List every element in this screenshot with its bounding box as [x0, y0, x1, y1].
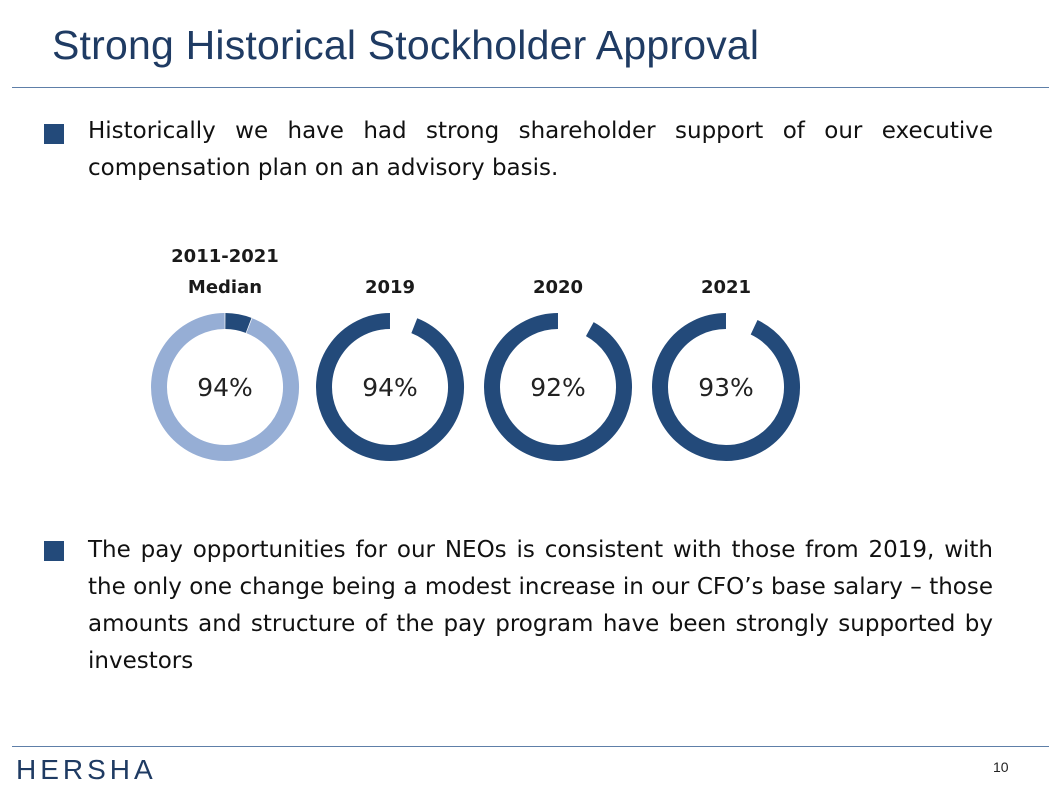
donut-value-slice [484, 313, 632, 461]
donut-category-label: 2020 [533, 277, 583, 298]
approval-donut-chart: 94% 2011-2021 Median 94% 2019 92% 2020 93% 2021 [151, 246, 800, 461]
donut-category-label: 2019 [365, 277, 415, 298]
donut-remainder-slice [224, 313, 252, 333]
square-bullet-icon [44, 124, 64, 144]
donut-category-label: 2021 [701, 277, 751, 298]
page-number: 10 [993, 759, 1009, 775]
paragraph-support: Historically we have had strong sharehol… [88, 118, 993, 181]
donut-value-label: 92% [530, 373, 586, 402]
donut-category-label: Median [188, 277, 262, 298]
donut-value-slice [151, 313, 299, 461]
donut-value-label: 93% [698, 373, 754, 402]
donut-value-slice [316, 313, 464, 461]
slide-title: Strong Historical Stockholder Approval [52, 22, 760, 68]
square-bullet-icon [44, 541, 64, 561]
donut-category-label: 2011-2021 [171, 246, 279, 267]
footer-divider [12, 746, 1049, 747]
paragraph-pay-opportunities: The pay opportunities for our NEOs is co… [88, 537, 993, 674]
donut-value-label: 94% [197, 373, 253, 402]
title-divider [12, 87, 1049, 88]
donut-value-slice [652, 313, 800, 461]
donut-value-label: 94% [362, 373, 418, 402]
hersha-logo: HERSHA [16, 754, 157, 785]
